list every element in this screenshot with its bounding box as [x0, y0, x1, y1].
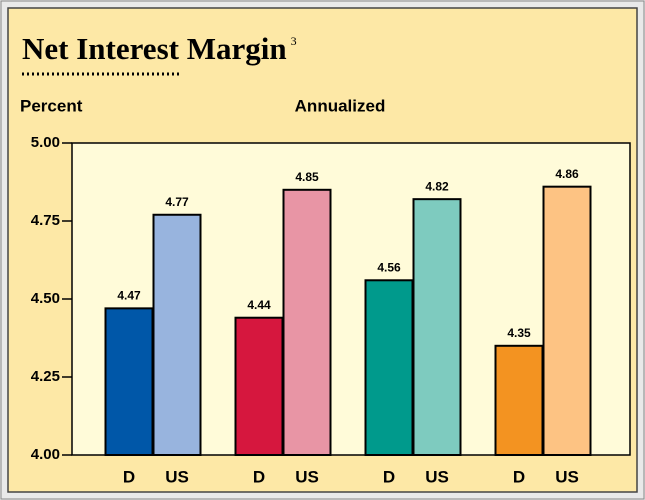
x-tick-label: US [165, 467, 189, 486]
y-tick-label: 4.50 [31, 290, 60, 307]
value-label: 4.77 [165, 195, 189, 209]
chart-title: Net Interest Margin [22, 31, 287, 66]
x-tick-label: US [555, 467, 579, 486]
subtitle: Annualized [295, 96, 386, 115]
title-note: 3 [291, 34, 297, 48]
x-tick-label: D [513, 467, 525, 486]
bar [494, 344, 544, 456]
y-axis-label: Percent [20, 96, 83, 115]
value-label: 4.56 [377, 260, 401, 274]
bar [282, 188, 332, 457]
x-tick-label: US [425, 467, 449, 486]
bar [104, 307, 154, 456]
bar [412, 198, 462, 456]
value-label: 4.35 [507, 326, 531, 340]
y-tick-label: 4.25 [31, 368, 60, 385]
value-label: 4.44 [247, 298, 271, 312]
x-tick-label: US [295, 467, 319, 486]
y-tick-label: 5.00 [31, 134, 60, 151]
value-label: 4.47 [117, 289, 141, 303]
bar [364, 279, 414, 456]
y-tick-label: 4.00 [31, 446, 60, 463]
bar [234, 316, 284, 456]
bar [542, 185, 592, 456]
bar [152, 213, 202, 456]
value-label: 4.86 [555, 167, 579, 181]
x-tick-label: D [123, 467, 135, 486]
value-label: 4.82 [425, 179, 449, 193]
y-tick-label: 4.75 [31, 212, 60, 229]
x-tick-label: D [253, 467, 265, 486]
x-tick-label: D [383, 467, 395, 486]
value-label: 4.85 [295, 170, 319, 184]
